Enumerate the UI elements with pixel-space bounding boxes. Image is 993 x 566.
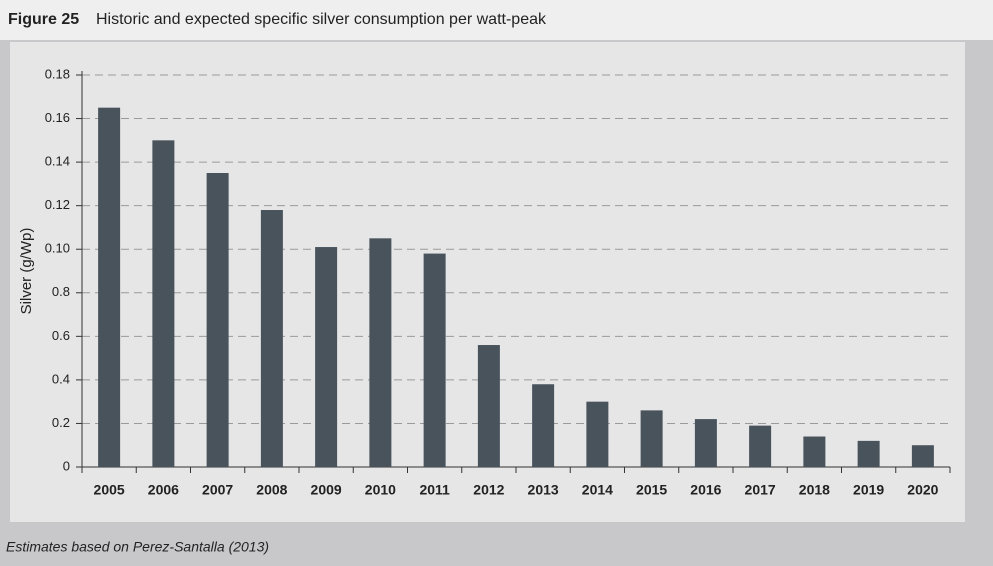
bar <box>423 253 446 467</box>
bar <box>152 140 175 468</box>
x-tick-label: 2017 <box>745 482 776 498</box>
x-tick-label: 2018 <box>799 482 830 498</box>
bar <box>477 345 500 467</box>
x-tick-label: 2020 <box>907 482 938 498</box>
x-tick-label: 2012 <box>473 482 504 498</box>
x-tick-label: 2011 <box>419 482 450 498</box>
bar <box>98 107 121 468</box>
y-tick-label: 0.18 <box>45 66 70 81</box>
bar <box>315 247 338 467</box>
y-tick-label: 0.14 <box>45 154 70 169</box>
chart-title: Historic and expected specific silver co… <box>96 11 547 28</box>
y-tick-label: 0.10 <box>45 241 70 256</box>
x-tick-label: 2019 <box>853 482 884 498</box>
bar <box>260 210 283 467</box>
x-tick-label: 2016 <box>690 482 721 498</box>
bar <box>911 445 934 467</box>
y-tick-label: 0.4 <box>52 371 70 386</box>
bar <box>586 401 609 467</box>
x-tick-label: 2006 <box>148 482 179 498</box>
x-tick-label: 2015 <box>636 482 667 498</box>
x-tick-label: 2005 <box>94 482 125 498</box>
y-tick-label: 0.12 <box>45 197 70 212</box>
y-axis-label: Silver (g/Wp) <box>18 228 35 315</box>
x-tick-label: 2007 <box>202 482 233 498</box>
bar <box>694 419 717 467</box>
bar <box>532 384 555 467</box>
x-tick-label: 2013 <box>528 482 559 498</box>
source-note: Estimates based on Perez-Santalla (2013) <box>6 539 269 555</box>
bar <box>749 425 772 467</box>
x-tick-label: 2010 <box>365 482 396 498</box>
title-bar <box>0 0 993 40</box>
figure-label: Figure 25 <box>8 11 79 28</box>
y-tick-label: 0.6 <box>52 328 70 343</box>
bar <box>640 410 663 467</box>
x-tick-label: 2014 <box>582 482 613 498</box>
x-tick-label: 2009 <box>311 482 342 498</box>
bar <box>206 173 229 467</box>
bar <box>369 238 392 467</box>
y-tick-label: 0 <box>63 458 70 473</box>
bar <box>857 440 880 467</box>
x-tick-label: 2008 <box>256 482 287 498</box>
y-tick-label: 0.8 <box>52 284 70 299</box>
y-tick-label: 0.2 <box>52 415 70 430</box>
y-tick-label: 0.16 <box>45 110 70 125</box>
bar <box>803 436 826 467</box>
